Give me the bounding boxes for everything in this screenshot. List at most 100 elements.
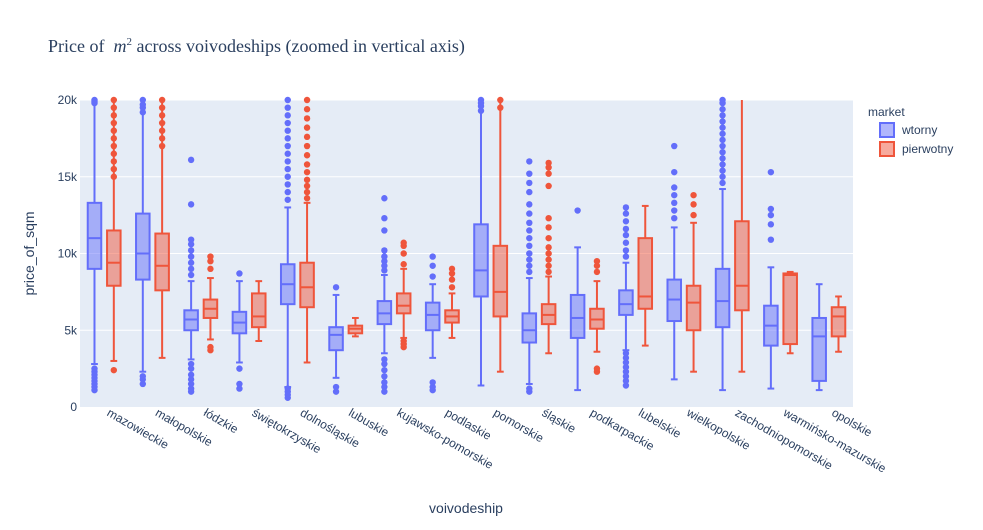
outlier-point: [545, 268, 552, 276]
box-body: [569, 293, 586, 339]
outlier-point: [207, 253, 214, 260]
outlier-point: [110, 366, 118, 374]
box-body: [637, 237, 654, 310]
box-body: [86, 201, 103, 270]
outlier-point: [303, 124, 311, 131]
box-pierwotny-7: [395, 239, 412, 351]
outlier-point: [158, 112, 166, 119]
y-tick-label: 10k: [58, 247, 78, 261]
outlier-point: [526, 201, 533, 208]
box-wtorny-5: [279, 96, 296, 401]
outlier-point: [187, 259, 195, 266]
legend-item-pierwotny[interactable]: pierwotny: [879, 141, 953, 157]
outlier-point: [622, 359, 630, 366]
box-pierwotny-11: [589, 257, 605, 375]
outlier-point: [622, 253, 630, 260]
box-body: [782, 272, 798, 346]
box-body: [830, 306, 847, 338]
outlier-point: [187, 371, 195, 378]
y-tick-label: 20k: [58, 93, 78, 107]
outlier-point: [303, 96, 311, 104]
legend-title: market: [868, 105, 905, 119]
outlier-point: [303, 182, 311, 190]
outlier-point: [187, 271, 195, 279]
outlier-point: [671, 191, 678, 199]
title-symbol: m: [113, 36, 127, 56]
title-suffix: across voivodeships (zoomed in vertical …: [136, 36, 465, 56]
outlier-point: [497, 96, 504, 104]
outlier-point: [381, 262, 388, 269]
box-body: [618, 289, 634, 316]
outlier-point: [110, 112, 118, 119]
outlier-point: [284, 142, 291, 150]
outlier-point: [236, 365, 243, 372]
outlier-point: [284, 135, 291, 142]
outlier-point: [284, 196, 291, 203]
x-tick-label: pomorskie: [491, 405, 546, 445]
legend: market wtorny pierwotny: [868, 105, 953, 157]
outlier-point: [110, 104, 118, 111]
outlier-point: [139, 380, 147, 388]
box-wtorny-4: [231, 270, 248, 392]
box-body: [395, 292, 412, 315]
outlier-point: [158, 142, 166, 150]
y-axis-title: price_of_sqm: [21, 211, 37, 295]
outlier-point: [381, 383, 388, 391]
outlier-point: [400, 239, 407, 246]
legend-item-wtorny[interactable]: wtorny: [879, 122, 937, 138]
outlier-point: [187, 380, 195, 388]
outlier-point: [110, 142, 118, 150]
outlier-point: [110, 135, 118, 142]
outlier-point: [526, 262, 533, 269]
box-pierwotny-8: [444, 265, 460, 339]
outlier-point: [284, 104, 291, 111]
box-body: [106, 229, 122, 287]
outlier-point: [526, 268, 533, 276]
outlier-point: [332, 383, 340, 391]
box-pierwotny-5: [299, 96, 315, 364]
outlier-point: [187, 201, 195, 208]
outlier-point: [545, 234, 552, 242]
box-wtorny-13: [666, 142, 683, 381]
box-body: [299, 261, 315, 309]
x-tick-label: śląskie: [539, 405, 578, 436]
outlier-point: [332, 284, 340, 291]
outlier-point: [284, 158, 291, 165]
outlier-point: [671, 207, 678, 214]
outlier-point: [719, 167, 726, 174]
outlier-point: [303, 195, 311, 202]
legend-label: wtorny: [901, 123, 937, 137]
outlier-point: [429, 379, 436, 386]
outlier-point: [622, 373, 630, 380]
outlier-point: [187, 247, 195, 254]
outlier-point: [110, 119, 118, 127]
outlier-point: [303, 142, 311, 150]
outlier-point: [719, 148, 726, 156]
box-wtorny-11: [569, 207, 586, 392]
box-wtorny-12: [618, 204, 634, 389]
outlier-point: [110, 158, 118, 165]
box-body: [154, 232, 170, 292]
outlier-point: [284, 165, 291, 173]
outlier-point: [110, 165, 118, 173]
outlier-point: [381, 366, 388, 374]
outlier-point: [719, 124, 726, 131]
box-body: [135, 212, 151, 281]
outlier-point: [187, 385, 195, 392]
y-tick-label: 15k: [58, 170, 78, 184]
outlier-point: [719, 173, 726, 180]
box-body: [734, 220, 750, 312]
outlier-point: [110, 127, 118, 134]
outlier-point: [622, 218, 630, 225]
box-pierwotny-10: [540, 159, 557, 355]
outlier-point: [497, 104, 504, 111]
outlier-point: [526, 188, 533, 196]
outlier-point: [187, 265, 195, 273]
box-pierwotny-1: [106, 96, 122, 374]
box-body: [328, 326, 344, 352]
outlier-point: [284, 96, 291, 104]
y-tick-label: 0: [70, 400, 77, 414]
outlier-point: [381, 379, 388, 386]
box-pierwotny-4: [250, 280, 267, 342]
